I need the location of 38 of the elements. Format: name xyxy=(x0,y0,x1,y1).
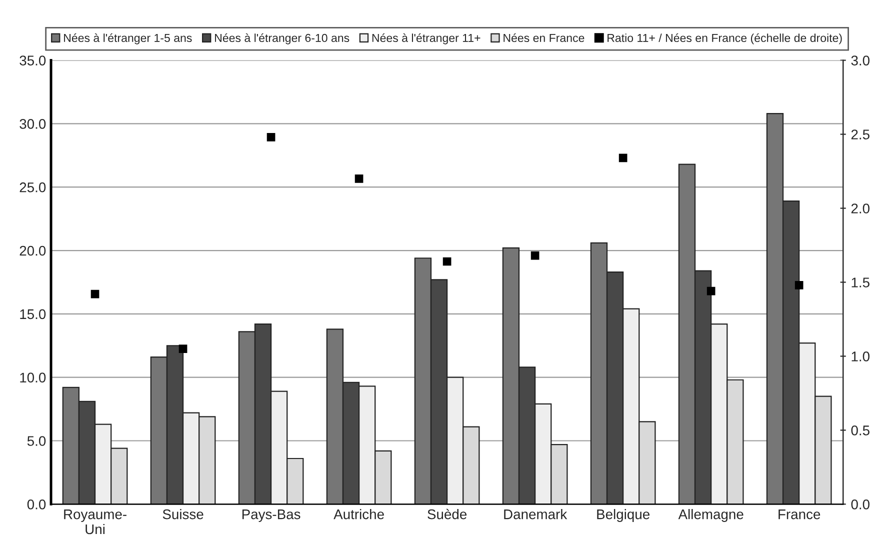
x-tick-label: France xyxy=(778,510,820,520)
legend-label: Nées à l'étranger 6-10 ans xyxy=(215,33,350,44)
x-tick-label: Belgique xyxy=(597,509,650,522)
y2-tick-label: 2.5 xyxy=(851,130,870,140)
x-tick-label: Danemark xyxy=(504,509,568,520)
point xyxy=(618,154,628,162)
y2-tick-label: 1.5 xyxy=(852,278,870,288)
y-tick-label: 10.0 xyxy=(20,372,46,383)
x-tick-label: Suisse xyxy=(162,509,204,520)
point xyxy=(266,133,276,142)
y-tick-label: 30.0 xyxy=(20,119,46,129)
y2-tick-label: 3.0 xyxy=(851,56,870,66)
point xyxy=(530,251,540,260)
y2-tick-label: 0.5 xyxy=(851,426,870,436)
point xyxy=(794,281,804,290)
x-tick-label: Pays-Bas xyxy=(242,510,300,522)
y-tick-label: 35.0 xyxy=(20,56,46,66)
legend-label: Ratio 11+ / Nées en France (échelle de droite) xyxy=(608,33,842,44)
point xyxy=(90,290,100,298)
y2-tick-label: 0.0 xyxy=(851,499,870,510)
y-tick-label: 20.0 xyxy=(20,246,46,256)
point xyxy=(442,257,452,266)
y-tick-label: 0.0 xyxy=(27,499,46,510)
y2-tick-label: 2.0 xyxy=(851,204,870,214)
x-tick-label: Royaume- Uni xyxy=(64,510,126,534)
x-tick-label: Suède xyxy=(428,508,467,520)
x-tick-label: Autriche xyxy=(334,509,384,520)
point xyxy=(178,344,188,353)
legend-label: Nées en France xyxy=(504,33,584,42)
point xyxy=(706,286,716,296)
point xyxy=(354,174,364,183)
legend-label: Nées à l'étranger 11+ xyxy=(372,33,480,44)
y2-tick-label: 1.0 xyxy=(852,352,870,362)
x-tick-label: Allemagne xyxy=(678,509,744,522)
legend-label: Nées à l'étranger 1-5 ans xyxy=(64,33,192,44)
y-tick-label: 5.0 xyxy=(27,436,46,446)
y-tick-label: 25.0 xyxy=(20,182,46,192)
y-tick-label: 15.0 xyxy=(20,309,46,320)
